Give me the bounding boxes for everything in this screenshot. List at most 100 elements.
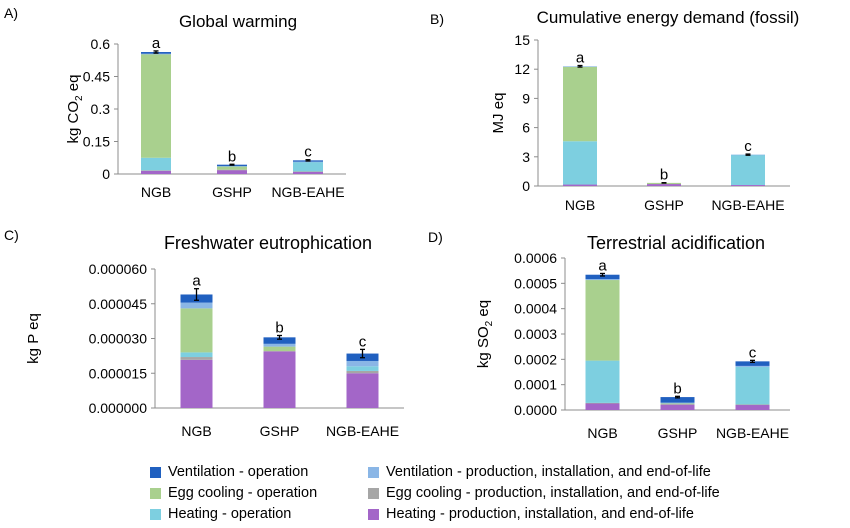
y-axis-label-part: eq xyxy=(65,75,82,96)
bar-segment-heat_prod xyxy=(563,184,597,186)
significance-letter: a xyxy=(598,257,607,274)
x-tick-label: GSHP xyxy=(212,184,252,200)
bar-segment-egg_op xyxy=(141,54,171,158)
bar-segment-heat_op xyxy=(563,141,597,185)
y-axis-label-part: eq xyxy=(475,300,492,321)
legend-item-egg-cooling-operation: Egg cooling - operation xyxy=(150,483,317,503)
legend-label: Heating - production, installation, and … xyxy=(386,506,694,522)
legend-item-ventilation-production: Ventilation - production, installation, … xyxy=(368,462,711,482)
legend-label: Ventilation - production, installation, … xyxy=(386,464,711,480)
bar-segment-egg_prod xyxy=(660,404,695,405)
y-tick-label: 0.3 xyxy=(91,101,111,117)
bar-segment-heat_prod xyxy=(660,404,695,410)
y-tick-label: 0.0001 xyxy=(514,377,557,393)
legend-swatch xyxy=(368,487,379,499)
legend-swatch xyxy=(368,466,379,478)
bar-segment-vent_prod xyxy=(585,279,620,281)
significance-letter: a xyxy=(576,50,585,67)
x-tick-label: NGB-EAHE xyxy=(716,425,789,441)
bar-segment-egg_op xyxy=(217,166,247,170)
bar-segment-egg_prod xyxy=(346,370,379,374)
y-axis-label-part: kg P eq xyxy=(25,313,42,364)
x-tick-label: NGB-EAHE xyxy=(271,184,344,200)
chart-panel-3: C) Freshwater eutrophication 0.000000 0.000… xyxy=(4,227,404,439)
x-tick-label: NGB-EAHE xyxy=(711,197,784,213)
legend-label: Ventilation - operation xyxy=(168,464,309,480)
panel-label: A) xyxy=(4,5,18,21)
y-tick-label: 0.0003 xyxy=(514,326,557,342)
legend-item-heating-production: Heating - production, installation, and … xyxy=(368,504,694,524)
y-tick-label: 0.0006 xyxy=(514,250,557,266)
y-tick-label: 0 xyxy=(102,166,110,182)
y-tick-label: 0.15 xyxy=(83,134,110,150)
bar-segment-vent_prod xyxy=(217,165,247,167)
bar-segment-egg_prod xyxy=(141,170,171,171)
x-tick-label: GSHP xyxy=(644,197,684,213)
bar-segment-heat_op xyxy=(141,157,171,171)
bar-segment-egg_op xyxy=(263,346,296,352)
bar-segment-vent_prod xyxy=(263,343,296,347)
bar-segment-heat_op xyxy=(346,366,379,371)
legend-item-ventilation-operation: Ventilation - operation xyxy=(150,462,308,482)
significance-letter: c xyxy=(744,138,752,155)
bar-segment-vent_prod xyxy=(346,360,379,367)
y-axis-label-part: 2 xyxy=(484,320,495,326)
chart-title: Global warming xyxy=(179,12,297,31)
chart-panel-1: A) Global warming 0 0.15 0.3 0.45 0.6 kg CO2 eq… xyxy=(4,5,346,200)
x-tick-label: NGB xyxy=(565,197,595,213)
bar-segment-heat_op xyxy=(180,352,213,358)
bar-segment-heat_op xyxy=(585,360,620,403)
panel-label: C) xyxy=(4,227,19,243)
panel-label: D) xyxy=(428,229,443,245)
legend-item-heating-operation: Heating - operation xyxy=(150,504,291,524)
y-axis-label: kg SO2 eq xyxy=(475,300,495,368)
legend-label: Egg cooling - operation xyxy=(168,485,318,501)
bar-segment-heat_prod xyxy=(180,359,213,408)
bar-segment-vent_prod xyxy=(293,161,323,163)
bar-segment-egg_prod xyxy=(585,402,620,404)
x-tick-label: NGB xyxy=(181,423,211,439)
legend-label: Egg cooling - production, installation, … xyxy=(386,485,720,501)
panel-label: B) xyxy=(430,11,444,27)
chart-title: Freshwater eutrophication xyxy=(164,233,372,253)
significance-letter: c xyxy=(304,144,312,161)
bar-segment-heat_op xyxy=(293,162,323,172)
bar-segment-vent_prod xyxy=(141,53,171,55)
significance-letter: a xyxy=(152,35,161,52)
bar-segment-vent_op xyxy=(660,397,695,403)
x-tick-label: NGB-EAHE xyxy=(326,423,399,439)
y-tick-label: 6 xyxy=(522,120,530,136)
bar-segment-heat_prod xyxy=(263,351,296,408)
bar-segment-heat_prod xyxy=(293,171,323,174)
y-axis-label-part: kg CO xyxy=(65,101,82,144)
chart-panel-4: D) Terrestrial acidification 0.0000 0.0001 0… xyxy=(428,229,790,441)
y-tick-label: 0.0000 xyxy=(514,402,557,418)
y-axis-label-part: 2 xyxy=(74,95,85,101)
y-tick-label: 3 xyxy=(522,149,530,165)
y-tick-label: 0.000030 xyxy=(89,331,148,347)
y-tick-label: 0.0005 xyxy=(514,275,557,291)
significance-letter: c xyxy=(359,333,367,350)
bar-segment-egg_prod xyxy=(735,404,770,406)
y-tick-label: 0 xyxy=(522,178,530,194)
legend-label: Heating - operation xyxy=(168,506,292,522)
significance-letter: b xyxy=(660,167,668,184)
y-tick-label: 12 xyxy=(514,61,530,77)
chart-panel-2: B) Cumulative energy demand (fossil) 0 3 6 9 1… xyxy=(430,8,799,213)
y-tick-label: 0.6 xyxy=(91,36,111,52)
y-tick-label: 0.000000 xyxy=(89,400,148,416)
chart-title: Cumulative energy demand (fossil) xyxy=(537,8,800,27)
legend-swatch xyxy=(150,487,161,499)
bar-segment-egg_op xyxy=(563,66,597,142)
bar-segment-heat_prod xyxy=(647,184,681,186)
bar-segment-vent_op xyxy=(735,361,770,366)
y-axis-label: kg P eq xyxy=(25,313,42,364)
y-axis-label: kg CO2 eq xyxy=(65,75,85,144)
bar-segment-egg_prod xyxy=(293,171,323,172)
bar-segment-egg_prod xyxy=(217,169,247,171)
legend-swatch xyxy=(368,508,379,520)
y-tick-label: 0.000015 xyxy=(89,365,148,381)
x-tick-label: GSHP xyxy=(658,425,698,441)
significance-letter: b xyxy=(275,319,283,336)
y-tick-label: 0.45 xyxy=(83,69,110,85)
